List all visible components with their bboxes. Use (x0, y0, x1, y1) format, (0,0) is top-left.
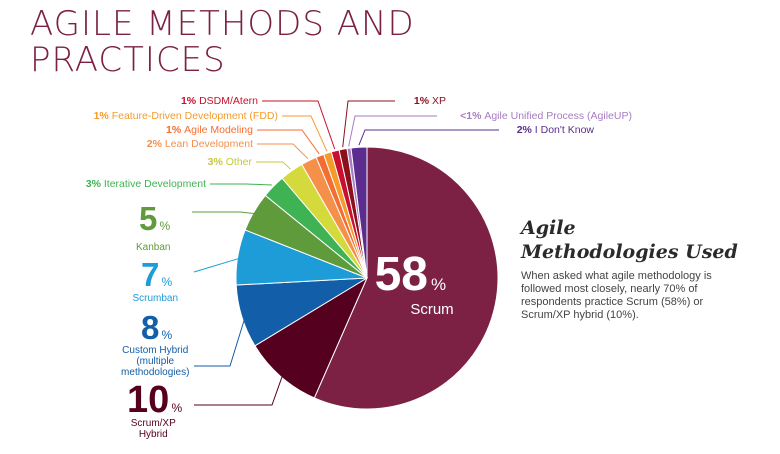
pie-slice-i-don-t-know (350, 146, 368, 279)
label-scrum-percent: % (431, 275, 446, 294)
chart-description: Agile Methodologies Used When asked what… (521, 216, 751, 322)
label-scrum-value: 58 (375, 248, 428, 301)
label-custom-hybrid-multiple-methodologies-name-line-3: methodologies) (121, 367, 189, 378)
label-kanban-value: 5 (139, 200, 157, 237)
label-other-value: 3% (208, 156, 226, 168)
title-line-1: AGILE METHODS AND (30, 4, 415, 44)
leader-line-agile-unified-process-agileup (348, 115, 437, 147)
label-lean-development-value: 2% (147, 138, 165, 150)
label-kanban-name-line-1: Kanban (136, 242, 170, 253)
leader-line-agile-modeling (257, 129, 320, 155)
description-heading-line-2: Methodologies Used (521, 241, 738, 263)
label-i-don-t-know: 2% I Don't Know (517, 124, 595, 136)
label-lean-development-name: Lean Development (165, 138, 253, 150)
label-dsdm-atern-name: DSDM/Atern (199, 95, 258, 107)
label-custom-hybrid-multiple-methodologies-name-line-2: (multiple (136, 356, 174, 367)
leader-line-i-don-t-know (358, 129, 499, 146)
label-scrum-xp-hybrid-name-line-1: Scrum/XP (131, 418, 176, 429)
leader-line-xp (342, 100, 395, 148)
label-agile-unified-process-agileup-name: Agile Unified Process (AgileUP) (484, 110, 632, 122)
label-iterative-development: 3% Iterative Development (86, 178, 206, 190)
leader-line-lean-development (257, 143, 309, 160)
label-i-don-t-know-name: I Don't Know (535, 124, 595, 136)
label-lean-development: 2% Lean Development (147, 138, 253, 150)
pie-slice-scrum-xp-hybrid (254, 276, 369, 399)
label-feature-driven-development-fdd-value: 1% (94, 110, 112, 122)
label-other-name: Other (226, 156, 253, 168)
label-scrumban-value: 7 (141, 256, 159, 293)
leader-line-kanban (192, 211, 258, 215)
leader-line-feature-driven-development-fdd (282, 115, 328, 152)
pie-slice-scrum (313, 146, 499, 410)
leader-line-scrum-xp-hybrid (194, 373, 284, 406)
label-custom-hybrid-multiple-methodologies-name-line-1: Custom Hybrid (122, 345, 188, 356)
label-scrum-name: Scrum (410, 301, 453, 318)
label-xp-value: 1% (414, 95, 432, 107)
leader-line-iterative-development (210, 183, 272, 186)
label-iterative-development-value: 3% (86, 178, 104, 190)
label-agile-modeling-name: Agile Modeling (184, 124, 253, 136)
label-xp-name: XP (432, 95, 446, 107)
label-kanban-percent: % (159, 219, 170, 233)
label-custom-hybrid-multiple-methodologies-percent: % (161, 328, 172, 342)
description-body: When asked what agile methodology is fol… (521, 270, 712, 321)
leader-line-custom-hybrid-multiple-methodologies (194, 315, 247, 367)
label-agile-unified-process-agileup-value: <1% (460, 110, 484, 122)
label-xp: 1% XP (414, 95, 446, 107)
label-feature-driven-development-fdd: 1% Feature-Driven Development (FDD) (94, 110, 278, 122)
label-agile-unified-process-agileup: <1% Agile Unified Process (AgileUP) (460, 110, 632, 122)
pie-slices (235, 146, 499, 410)
label-dsdm-atern-value: 1% (181, 95, 199, 107)
label-scrum-xp-hybrid-percent: % (172, 401, 183, 415)
description-heading: Agile Methodologies Used (521, 216, 751, 264)
label-dsdm-atern: 1% DSDM/Atern (181, 95, 258, 107)
label-agile-modeling: 1% Agile Modeling (166, 124, 253, 136)
label-scrumban-percent: % (161, 275, 172, 289)
label-iterative-development-name: Iterative Development (104, 178, 206, 190)
description-heading-line-1: Agile (521, 217, 576, 239)
label-feature-driven-development-fdd-name: Feature-Driven Development (FDD) (112, 110, 278, 122)
label-agile-modeling-value: 1% (166, 124, 184, 136)
label-custom-hybrid-multiple-methodologies-value: 8 (141, 309, 159, 346)
title-line-2: PRACTICES (30, 40, 226, 80)
leader-line-scrumban (193, 257, 242, 273)
label-scrum-xp-hybrid-name-line-2: Hybrid (139, 429, 168, 440)
leader-line-dsdm-atern (262, 100, 336, 150)
label-scrumban-name-line-1: Scrumban (132, 293, 178, 304)
page-title: AGILE METHODS AND PRACTICES (30, 6, 415, 78)
label-scrum-xp-hybrid-value: 10 (127, 379, 169, 421)
leader-line-other (256, 161, 291, 170)
label-i-don-t-know-value: 2% (517, 124, 535, 136)
slice-labels: 58 % Scrum 5 % Kanban 7 % Scrumban 8 % Custom Hybri… (86, 95, 632, 440)
leader-lines (192, 100, 499, 406)
label-other: 3% Other (208, 156, 253, 168)
